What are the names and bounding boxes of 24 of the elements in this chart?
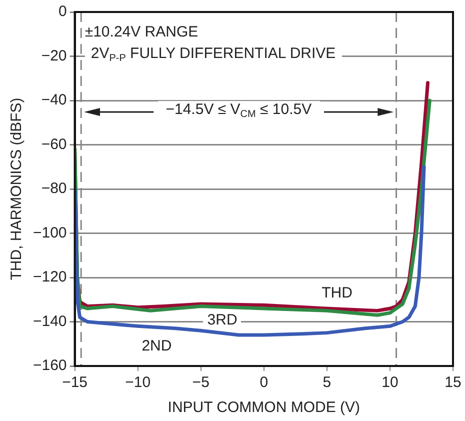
- y-tick-label: −100: [32, 224, 67, 242]
- y-tick-label: −140: [32, 312, 67, 330]
- y-tick-label: −60: [41, 136, 67, 153]
- series-label: 3RD: [203, 311, 242, 328]
- annotation: −14.5V ≤ V$_{CM}$ ≤ 10.5V: [158, 100, 320, 123]
- x-tick-label: −10: [125, 374, 151, 392]
- annotation: ±10.24V RANGE: [84, 23, 198, 40]
- y-tick-label: −120: [32, 268, 67, 286]
- y-tick-label: −160: [32, 357, 67, 374]
- annotation: 2V$_{P-P}$ FULLY DIFFERENTIAL DRIVE: [84, 45, 342, 68]
- y-axis-title: THD, HARMONICS (dBFS): [8, 98, 26, 280]
- series-label: THD: [318, 284, 356, 302]
- x-tick-label: 15: [444, 374, 462, 392]
- x-tick-label: 5: [322, 374, 332, 392]
- y-tick-label: −40: [41, 92, 67, 109]
- x-tick-label: −5: [192, 374, 210, 392]
- x-tick-label: −15: [62, 374, 88, 392]
- x-tick-label: 10: [382, 374, 398, 392]
- y-tick-label: −80: [41, 180, 67, 198]
- y-tick-label: 0: [58, 3, 67, 20]
- x-axis-title: INPUT COMMON MODE (V): [168, 399, 360, 416]
- series-label: 2ND: [138, 338, 176, 355]
- y-tick-label: −20: [41, 47, 67, 64]
- x-tick-label: 0: [260, 374, 268, 392]
